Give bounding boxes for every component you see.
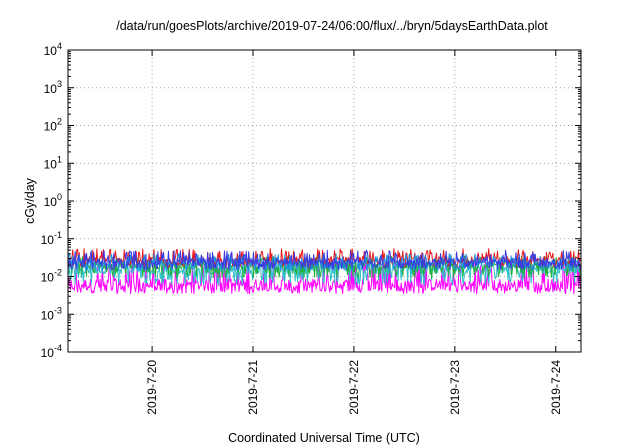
y-tick-label: 10-3 bbox=[41, 305, 62, 322]
series-line bbox=[67, 253, 582, 272]
y-tick-label: 10-1 bbox=[41, 230, 62, 247]
grid bbox=[68, 50, 581, 352]
x-tick-label: 2019-7-24 bbox=[549, 360, 563, 415]
y-tick-label: 101 bbox=[44, 154, 62, 171]
x-tick-label: 2019-7-22 bbox=[347, 360, 361, 415]
y-tick-label: 103 bbox=[44, 79, 62, 96]
axis-ticks: 10-4 10-3 10-2 10-1 100 101 102 103 104 2019-7-20… bbox=[41, 41, 581, 415]
x-tick-label: 2019-7-21 bbox=[246, 360, 260, 415]
y-tick-label: 102 bbox=[44, 117, 62, 134]
y-tick-label: 10-4 bbox=[41, 343, 62, 360]
y-tick-label: 10-2 bbox=[41, 268, 62, 285]
y-axis-label: cGy/day bbox=[23, 177, 37, 224]
x-tick-label: 2019-7-20 bbox=[145, 360, 159, 415]
series-group bbox=[67, 248, 582, 295]
y-tick-label: 100 bbox=[44, 192, 62, 209]
y-tick-label: 104 bbox=[44, 41, 62, 58]
x-tick-label: 2019-7-23 bbox=[448, 360, 462, 415]
series-line bbox=[67, 249, 582, 271]
chart-title: /data/run/goesPlots/archive/2019-07-24/0… bbox=[116, 19, 548, 33]
x-axis-label: Coordinated Universal Time (UTC) bbox=[228, 431, 420, 445]
